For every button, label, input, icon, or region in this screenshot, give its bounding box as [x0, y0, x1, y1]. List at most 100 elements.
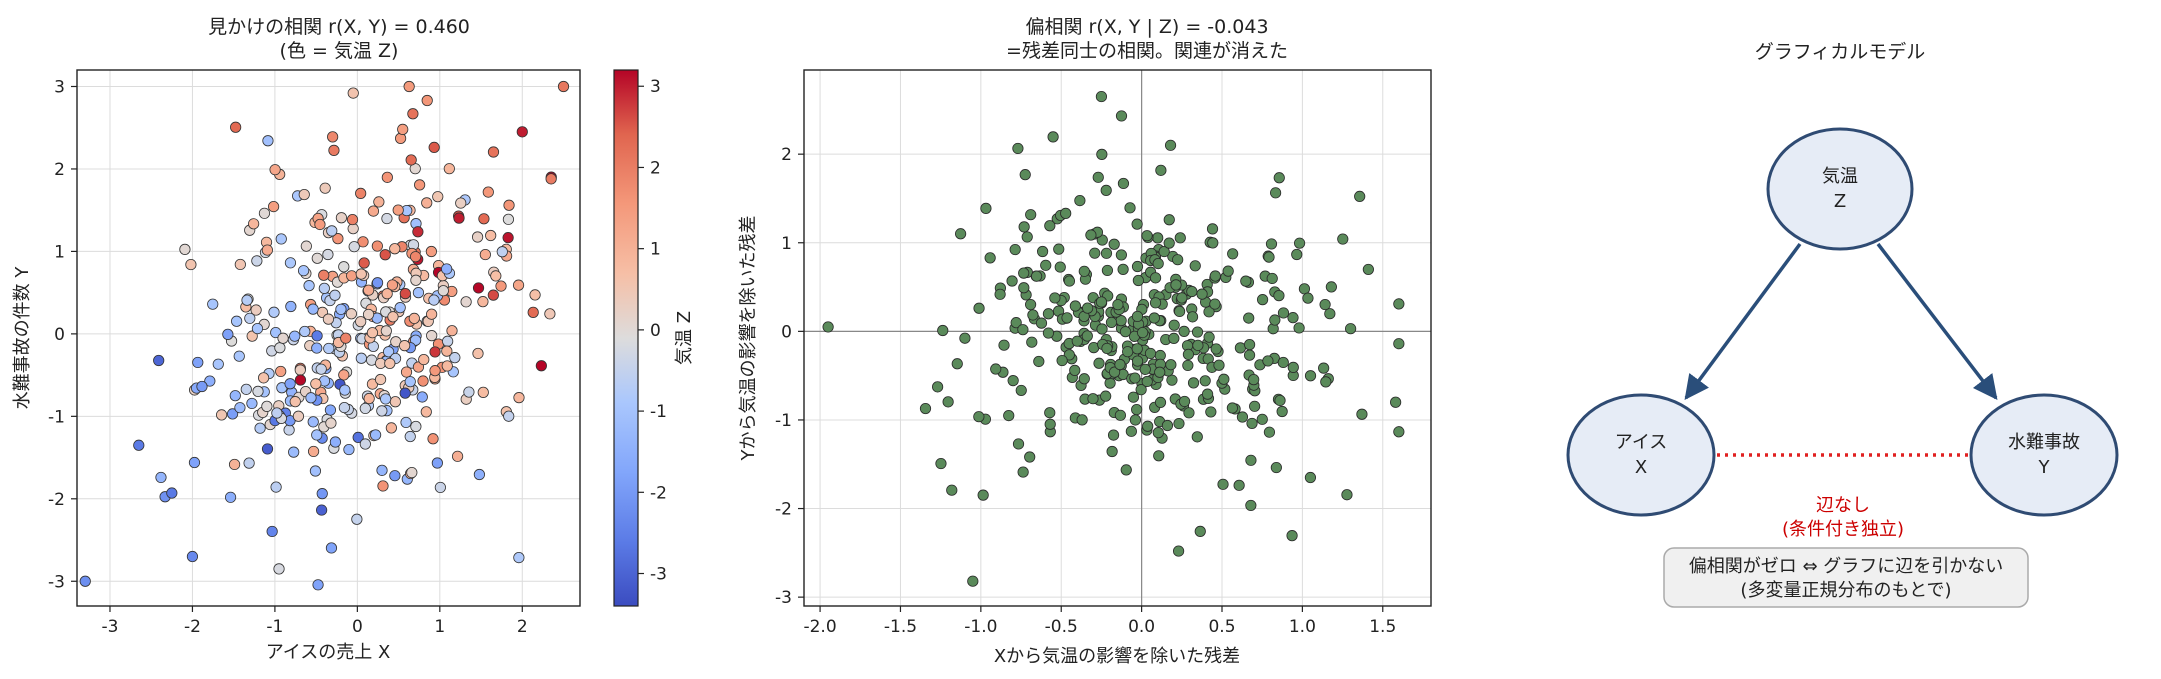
note-box	[1663, 547, 2029, 608]
middle-data-point	[1087, 393, 1099, 405]
colorbar	[613, 69, 639, 607]
left-data-point	[244, 312, 256, 324]
middle-data-point	[1108, 366, 1121, 378]
left-data-point	[262, 135, 274, 147]
note-line1: 偏相関がゼロ ⇔ グラフに辺を引かない	[1689, 556, 2004, 577]
left-data-point	[252, 385, 264, 397]
middle-data-point	[1139, 363, 1151, 375]
middle-x-tick-label: 0.0	[1128, 617, 1155, 637]
middle-x-tick-label: 1.0	[1289, 617, 1316, 637]
middle-ticks: -2.0 -1.5 -1.0 -0.5 0.0 0.5 1.0 1.5 -3 -2 -1 0 1 2	[775, 145, 1396, 637]
middle-data-point	[984, 252, 996, 264]
middle-data-point	[1152, 427, 1164, 439]
middle-data-point	[1122, 346, 1134, 358]
left-data-point	[153, 354, 165, 367]
left-data-point	[421, 197, 433, 209]
middle-data-point	[1248, 374, 1260, 386]
left-data-point	[196, 380, 208, 393]
left-data-point	[410, 274, 422, 286]
middle-data-point	[1154, 366, 1166, 378]
node-x: アイス X	[1566, 393, 1716, 517]
middle-data-point	[1186, 285, 1198, 298]
middle-data-point	[1100, 390, 1112, 402]
left-y-tick-label: 2	[54, 160, 65, 180]
middle-data-point	[1182, 359, 1194, 372]
left-data-point	[376, 405, 388, 417]
left-data-point	[258, 372, 270, 384]
middle-data-point	[1025, 298, 1037, 311]
middle-data-point	[1131, 260, 1144, 273]
left-data-point	[400, 416, 412, 429]
node-x-symbol: X	[1635, 457, 1647, 478]
left-data-point	[463, 386, 475, 398]
middle-data-point	[1152, 257, 1164, 270]
left-data-point	[427, 433, 439, 445]
middle-data-point	[1199, 375, 1211, 387]
left-data-point	[389, 396, 401, 408]
middle-data-point	[1010, 317, 1022, 329]
middle-data-point	[1106, 445, 1118, 458]
left-data-point	[487, 289, 499, 301]
middle-data-point	[973, 411, 985, 423]
middle-data-point	[1019, 169, 1031, 181]
middle-data-point	[937, 324, 949, 337]
left-data-point	[381, 171, 393, 183]
middle-data-point	[1291, 248, 1303, 261]
left-data-point	[329, 436, 342, 448]
middle-data-point	[1194, 525, 1206, 537]
left-y-tick-label: -3	[48, 572, 65, 592]
left-data-point	[270, 481, 282, 493]
left-data-point	[133, 439, 145, 451]
middle-data-point	[1192, 339, 1204, 351]
middle-data-point	[1163, 214, 1175, 226]
middle-data-point	[1227, 248, 1239, 260]
middle-x-tick-label: 1.5	[1369, 617, 1396, 637]
middle-data-point	[1206, 223, 1219, 235]
left-data-point	[343, 443, 355, 456]
left-data-point	[496, 246, 508, 258]
middle-y-tick-label: 2	[781, 145, 792, 165]
middle-data-point	[1213, 359, 1225, 371]
left-data-point	[310, 378, 322, 390]
middle-data-point	[1390, 396, 1402, 408]
middle-data-point	[1071, 335, 1083, 347]
middle-data-point	[1093, 357, 1105, 369]
left-data-point	[404, 376, 416, 388]
middle-data-point	[1060, 207, 1072, 219]
left-data-point	[323, 342, 335, 355]
middle-data-point	[932, 381, 944, 393]
middle-data-point	[1161, 419, 1174, 432]
middle-data-point	[1144, 347, 1157, 360]
left-data-point	[251, 322, 264, 335]
middle-data-point	[1030, 270, 1043, 282]
middle-data-point	[1207, 237, 1219, 249]
middle-data-point	[1129, 372, 1141, 384]
middle-data-point	[1172, 254, 1184, 266]
left-data-point	[374, 373, 387, 386]
middle-data-point	[1298, 283, 1311, 295]
middle-data-point	[1081, 330, 1093, 342]
left-data-point	[318, 282, 330, 294]
middle-data-point	[1007, 375, 1019, 387]
left-data-point	[412, 226, 424, 238]
left-data-point	[399, 288, 411, 300]
middle-data-point	[973, 302, 985, 314]
left-data-point	[274, 342, 286, 354]
middle-data-point	[1012, 142, 1024, 155]
middle-data-point	[951, 358, 963, 370]
middle-data-point	[1017, 324, 1029, 336]
middle-data-point	[1040, 259, 1052, 271]
middle-data-point	[990, 363, 1002, 375]
left-data-point	[421, 94, 433, 107]
left-data-point	[460, 296, 472, 308]
middle-data-point	[1174, 232, 1186, 244]
left-data-point	[359, 402, 371, 415]
left-data-point	[359, 438, 371, 450]
left-data-point	[254, 422, 266, 434]
left-data-point	[478, 213, 490, 225]
left-data-point	[428, 141, 440, 154]
left-data-point	[294, 364, 306, 376]
left-data-point	[166, 487, 178, 499]
middle-data-point	[1112, 299, 1124, 311]
middle-data-point	[1117, 177, 1130, 190]
